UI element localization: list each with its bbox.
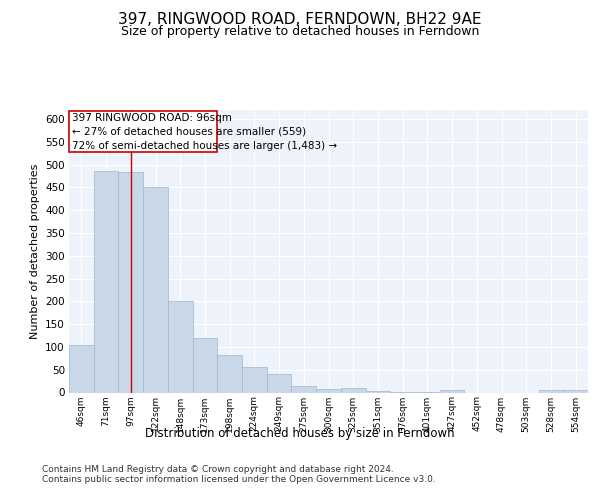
FancyBboxPatch shape bbox=[70, 112, 217, 152]
Bar bbox=[193, 338, 217, 392]
Bar bbox=[341, 388, 365, 392]
Bar bbox=[365, 391, 390, 392]
Bar bbox=[143, 186, 168, 392]
Bar bbox=[118, 172, 143, 392]
Bar bbox=[217, 355, 242, 393]
Text: 397 RINGWOOD ROAD: 96sqm
← 27% of detached houses are smaller (559)
72% of semi-: 397 RINGWOOD ROAD: 96sqm ← 27% of detach… bbox=[72, 113, 337, 151]
Bar bbox=[242, 367, 267, 392]
Bar bbox=[539, 390, 563, 392]
Bar bbox=[69, 344, 94, 393]
Text: Distribution of detached houses by size in Ferndown: Distribution of detached houses by size … bbox=[145, 428, 455, 440]
Text: 397, RINGWOOD ROAD, FERNDOWN, BH22 9AE: 397, RINGWOOD ROAD, FERNDOWN, BH22 9AE bbox=[118, 12, 482, 28]
Bar bbox=[316, 389, 341, 392]
Y-axis label: Number of detached properties: Number of detached properties bbox=[29, 164, 40, 339]
Text: Size of property relative to detached houses in Ferndown: Size of property relative to detached ho… bbox=[121, 25, 479, 38]
Bar bbox=[440, 390, 464, 392]
Text: Contains HM Land Registry data © Crown copyright and database right 2024.
Contai: Contains HM Land Registry data © Crown c… bbox=[42, 465, 436, 484]
Bar bbox=[267, 374, 292, 392]
Bar bbox=[94, 170, 118, 392]
Bar bbox=[292, 386, 316, 392]
Bar bbox=[563, 390, 588, 392]
Bar bbox=[168, 301, 193, 392]
